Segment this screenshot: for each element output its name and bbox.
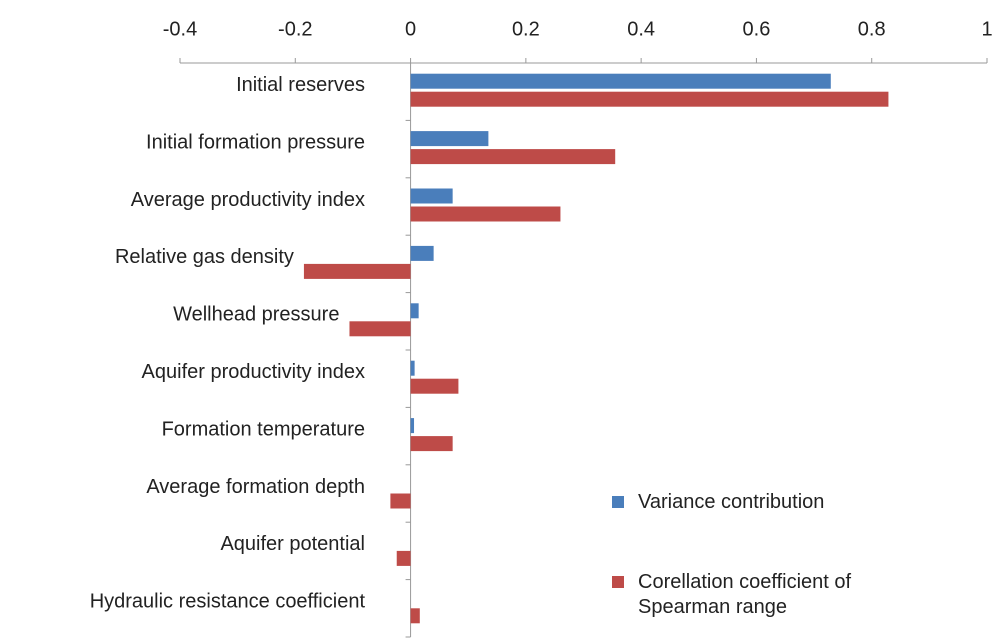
bar bbox=[410, 91, 889, 107]
x-tick-label: 0.2 bbox=[512, 18, 540, 40]
legend-label: Corellation coefficient of Spearman rang… bbox=[638, 571, 852, 618]
y-tick-label: Aquifer potential bbox=[220, 533, 365, 555]
legend-swatch bbox=[612, 576, 624, 588]
bar bbox=[410, 378, 459, 394]
bar bbox=[396, 550, 411, 566]
bar bbox=[410, 360, 415, 376]
bar bbox=[349, 321, 411, 337]
bar bbox=[410, 149, 616, 165]
bar bbox=[410, 303, 419, 319]
bar bbox=[410, 608, 420, 624]
bar bbox=[410, 206, 561, 222]
y-tick-label: Initial formation pressure bbox=[146, 131, 365, 153]
bar bbox=[410, 245, 434, 261]
y-tick-label: Hydraulic resistance coefficient bbox=[90, 591, 366, 613]
x-tick-label: -0.2 bbox=[278, 18, 312, 40]
bar bbox=[390, 493, 411, 509]
bar bbox=[410, 131, 489, 147]
bar bbox=[410, 418, 415, 434]
bar bbox=[410, 436, 453, 452]
x-tick-label: 1 bbox=[981, 18, 992, 40]
x-tick-label: 0.4 bbox=[627, 18, 655, 40]
legend-item: Variance contribution bbox=[612, 490, 912, 515]
legend-label: Variance contribution bbox=[638, 491, 825, 513]
x-tick-label: -0.4 bbox=[163, 18, 197, 40]
y-tick-label: Wellhead pressure bbox=[173, 304, 339, 326]
bar bbox=[410, 73, 831, 89]
x-tick-label: 0.6 bbox=[743, 18, 771, 40]
y-tick-label: Formation temperature bbox=[162, 418, 365, 440]
y-tick-label: Initial reserves bbox=[236, 74, 365, 96]
x-tick-label: 0.8 bbox=[858, 18, 886, 40]
legend-swatch bbox=[612, 496, 624, 508]
legend-item: Corellation coefficient of Spearman rang… bbox=[612, 570, 912, 620]
y-tick-label: Aquifer productivity index bbox=[142, 361, 365, 383]
y-tick-label: Average formation depth bbox=[146, 476, 365, 498]
y-tick-label: Relative gas density bbox=[115, 246, 294, 268]
bar bbox=[303, 263, 411, 279]
bar bbox=[410, 188, 453, 204]
y-tick-label: Average productivity index bbox=[131, 189, 365, 211]
x-tick-label: 0 bbox=[405, 18, 416, 40]
